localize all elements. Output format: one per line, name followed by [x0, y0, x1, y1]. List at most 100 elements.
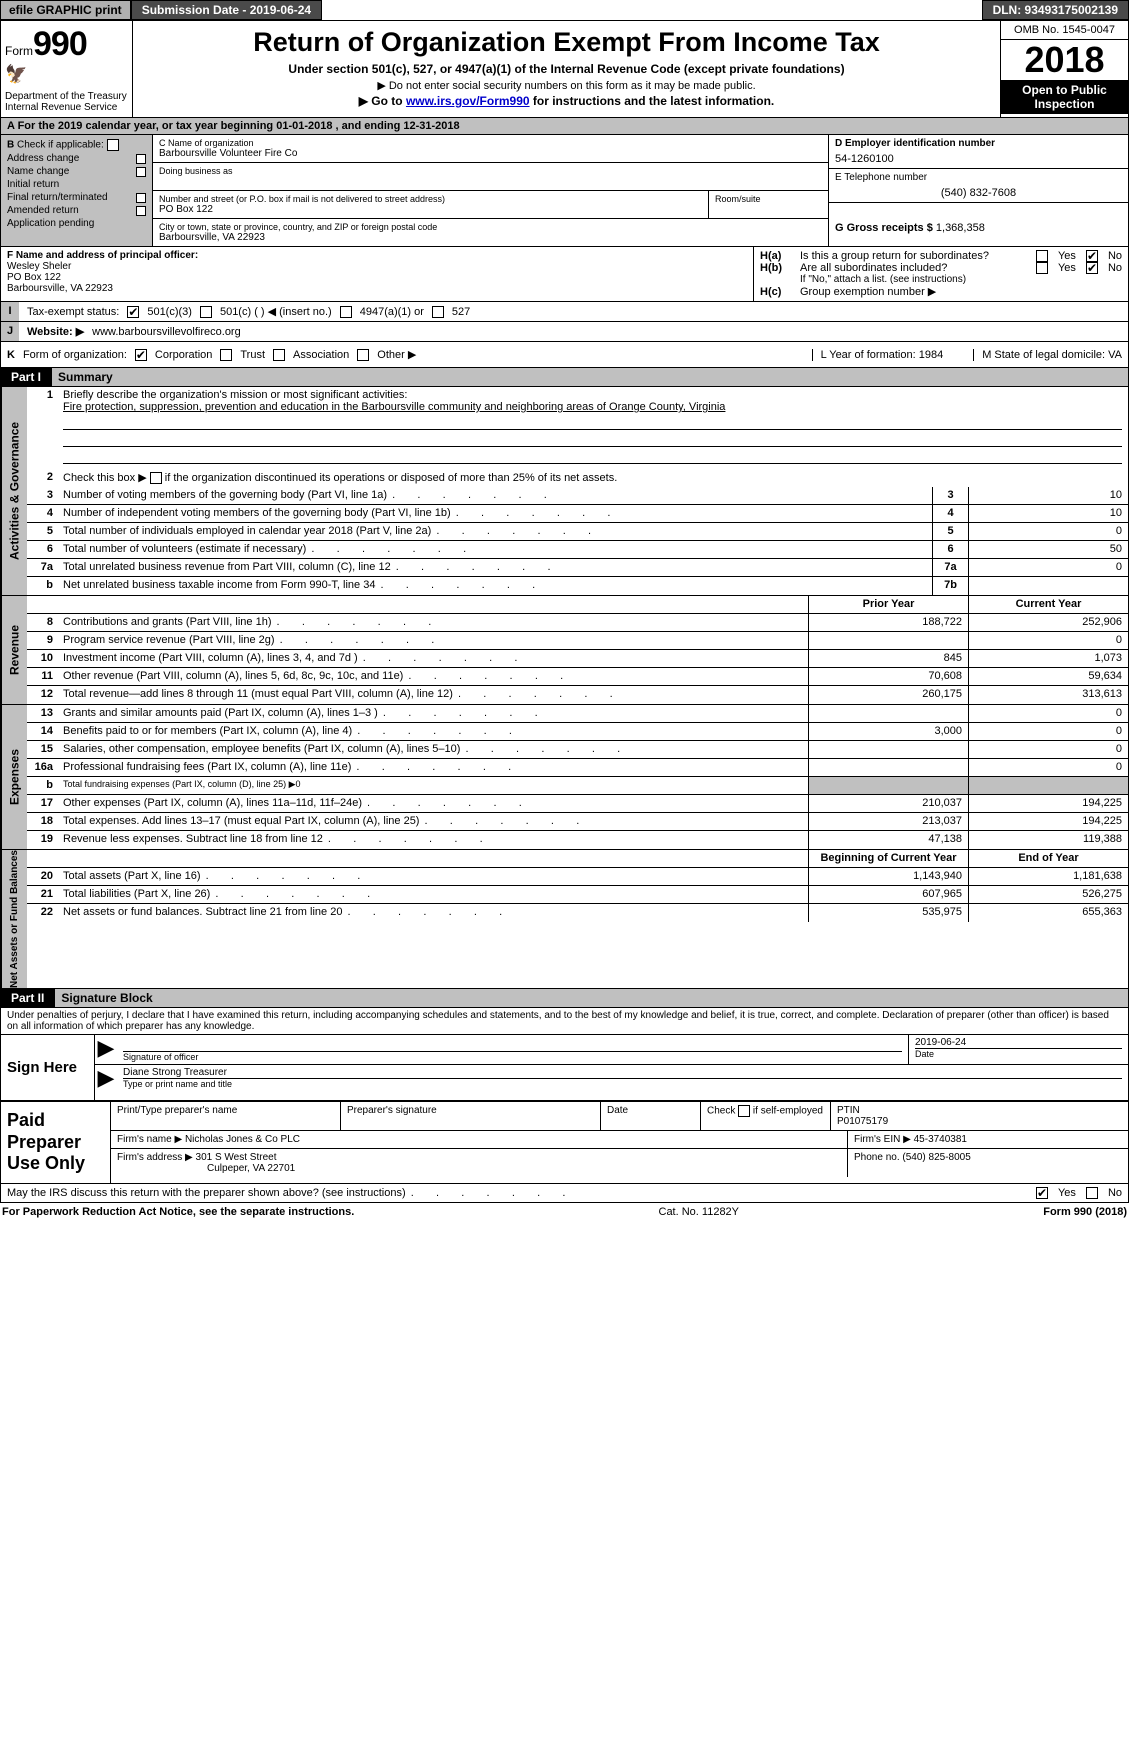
city-value: Barboursville, VA 22923: [159, 232, 822, 243]
m-state-domicile: M State of legal domicile: VA: [973, 349, 1122, 361]
governance-table: Activities & Governance 1 Briefly descri…: [0, 387, 1129, 596]
d-ein-value: 54-1260100: [835, 153, 1122, 165]
hb-yes-box[interactable]: [1036, 262, 1048, 274]
discuss-yes-box[interactable]: [1036, 1187, 1048, 1199]
line-desc: Total expenses. Add lines 13–17 (must eq…: [57, 813, 808, 830]
paid-preparer-label: Paid Preparer Use Only: [1, 1102, 111, 1183]
chk-box[interactable]: [136, 167, 146, 177]
city-label: City or town, state or province, country…: [159, 222, 822, 232]
part-ii-title: Signature Block: [54, 989, 1128, 1007]
chk-app-pending: Application pending: [7, 218, 94, 229]
line-desc: Total revenue—add lines 8 through 11 (mu…: [57, 686, 808, 704]
line-val: 0: [968, 523, 1128, 540]
line-1-label: Briefly describe the organization's miss…: [63, 389, 407, 401]
ha-yes-box[interactable]: [1036, 250, 1048, 262]
website-value: www.barboursvillevolfireco.org: [92, 326, 241, 338]
line-num: 12: [27, 686, 57, 704]
discontinued-box[interactable]: [150, 472, 162, 484]
check-applic-box[interactable]: [107, 139, 119, 151]
discuss-row: May the IRS discuss this return with the…: [0, 1184, 1129, 1203]
prior-val: 70,608: [808, 668, 968, 685]
line-desc: Total number of individuals employed in …: [57, 523, 932, 540]
line-desc: Other expenses (Part IX, column (A), lin…: [57, 795, 808, 812]
line-1-num: 1: [27, 387, 57, 469]
line-num: 3: [27, 487, 57, 504]
self-employed-col: Check if self-employed: [701, 1102, 831, 1130]
col-f-officer: F Name and address of principal officer:…: [1, 247, 753, 301]
room-label: Room/suite: [715, 194, 822, 204]
line-num: 21: [27, 886, 57, 903]
begin-val: 607,965: [808, 886, 968, 903]
chk-box[interactable]: [136, 193, 146, 203]
discuss-no-box[interactable]: [1086, 1187, 1098, 1199]
chk-name-change: Name change: [7, 166, 69, 177]
signer-name-title: Diane Strong Treasurer: [123, 1067, 1122, 1078]
table-row: 10Investment income (Part VIII, column (…: [27, 650, 1128, 668]
527-box[interactable]: [432, 306, 444, 318]
form-label: Form: [5, 44, 33, 58]
4947-box[interactable]: [340, 306, 352, 318]
line-2-num: 2: [27, 469, 57, 487]
line-num: 16a: [27, 759, 57, 776]
hb-no-box[interactable]: [1086, 262, 1098, 274]
line-desc: Revenue less expenses. Subtract line 18 …: [57, 831, 808, 849]
table-row: 20Total assets (Part X, line 16)1,143,94…: [27, 868, 1128, 886]
table-row: 18Total expenses. Add lines 13–17 (must …: [27, 813, 1128, 831]
curr-val: 0: [968, 705, 1128, 722]
line-desc: Other revenue (Part VIII, column (A), li…: [57, 668, 808, 685]
preparer-date-col: Date: [601, 1102, 701, 1130]
firm-name-value: Nicholas Jones & Co PLC: [185, 1134, 300, 1145]
header-left: Form990 🦅 Department of the Treasury Int…: [1, 21, 133, 117]
other-box[interactable]: [357, 349, 369, 361]
form-header: Form990 🦅 Department of the Treasury Int…: [0, 20, 1129, 118]
omb-number: OMB No. 1545-0047: [1001, 21, 1128, 40]
table-row: 9Program service revenue (Part VIII, lin…: [27, 632, 1128, 650]
table-row: 8Contributions and grants (Part VIII, li…: [27, 614, 1128, 632]
begin-year-header: Beginning of Current Year: [808, 850, 968, 867]
501c3-box[interactable]: [127, 306, 139, 318]
line-val: [968, 577, 1128, 595]
curr-val: [968, 777, 1128, 794]
line-num: 13: [27, 705, 57, 722]
g-gross-value: 1,368,358: [936, 222, 985, 234]
assoc-box[interactable]: [273, 349, 285, 361]
curr-val: 194,225: [968, 813, 1128, 830]
trust-box[interactable]: [220, 349, 232, 361]
line-num: 17: [27, 795, 57, 812]
end-val: 655,363: [968, 904, 1128, 922]
prior-val: [808, 741, 968, 758]
chk-box[interactable]: [136, 154, 146, 164]
efile-print-button[interactable]: efile GRAPHIC print: [0, 0, 131, 20]
i-label: I: [1, 302, 19, 321]
table-row: 21Total liabilities (Part X, line 26)607…: [27, 886, 1128, 904]
irs-link[interactable]: www.irs.gov/Form990: [406, 94, 530, 108]
501c-box[interactable]: [200, 306, 212, 318]
chk-amended: Amended return: [7, 205, 79, 216]
b-label: B: [7, 140, 14, 151]
tax-status-row: I Tax-exempt status: 501(c)(3) 501(c) ( …: [0, 302, 1129, 322]
current-year-header: Current Year: [968, 596, 1128, 613]
cat-no: Cat. No. 11282Y: [659, 1206, 740, 1218]
identity-section: B Check if applicable: Address change Na…: [0, 135, 1129, 247]
officer-addr2: Barboursville, VA 22923: [7, 283, 113, 294]
firm-ein-label: Firm's EIN ▶: [854, 1134, 911, 1145]
form-number: 990: [33, 25, 87, 63]
table-row: bNet unrelated business taxable income f…: [27, 577, 1128, 595]
prior-val: [808, 705, 968, 722]
corp-box[interactable]: [135, 349, 147, 361]
self-emp-box[interactable]: [738, 1105, 750, 1117]
prior-val: 210,037: [808, 795, 968, 812]
chk-box[interactable]: [136, 206, 146, 216]
form-org-row: K Form of organization: Corporation Trus…: [0, 342, 1129, 368]
rule-line: [63, 433, 1122, 447]
street-value: PO Box 122: [159, 204, 702, 215]
table-row: 5Total number of individuals employed in…: [27, 523, 1128, 541]
org-name: Barboursville Volunteer Fire Co: [159, 148, 822, 159]
mission-text: Fire protection, suppression, prevention…: [63, 401, 725, 413]
curr-val: 0: [968, 759, 1128, 776]
paid-preparer-section: Paid Preparer Use Only Print/Type prepar…: [0, 1101, 1129, 1184]
begin-val: 535,975: [808, 904, 968, 922]
e-phone-label: E Telephone number: [835, 172, 1122, 183]
line-desc: Total assets (Part X, line 16): [57, 868, 808, 885]
table-row: 7aTotal unrelated business revenue from …: [27, 559, 1128, 577]
